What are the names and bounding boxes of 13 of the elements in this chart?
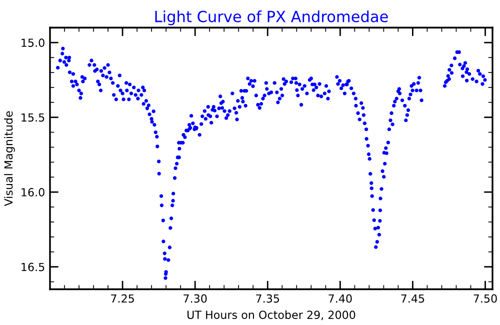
y-tick-label: 16.0: [22, 188, 44, 196]
x-tick-label: 7.45: [401, 294, 424, 303]
x-tick-label: 7.30: [184, 294, 207, 303]
x-axis-title: UT Hours on October 29, 2000: [188, 310, 356, 320]
y-tick-label: 16.5: [22, 262, 44, 272]
chart-title: Light Curve of PX Andromedae: [155, 10, 388, 26]
x-tick-label: 7.25: [111, 294, 134, 303]
x-tick-label: 7.50: [474, 294, 497, 303]
y-axis-title: Visual Magnitude: [4, 111, 15, 206]
x-tick-label: 7.35: [256, 294, 280, 303]
y-tick-label: 15.0: [22, 38, 44, 47]
y-tick-label: 15.5: [22, 113, 44, 122]
x-tick-label: 7.40: [328, 294, 352, 303]
